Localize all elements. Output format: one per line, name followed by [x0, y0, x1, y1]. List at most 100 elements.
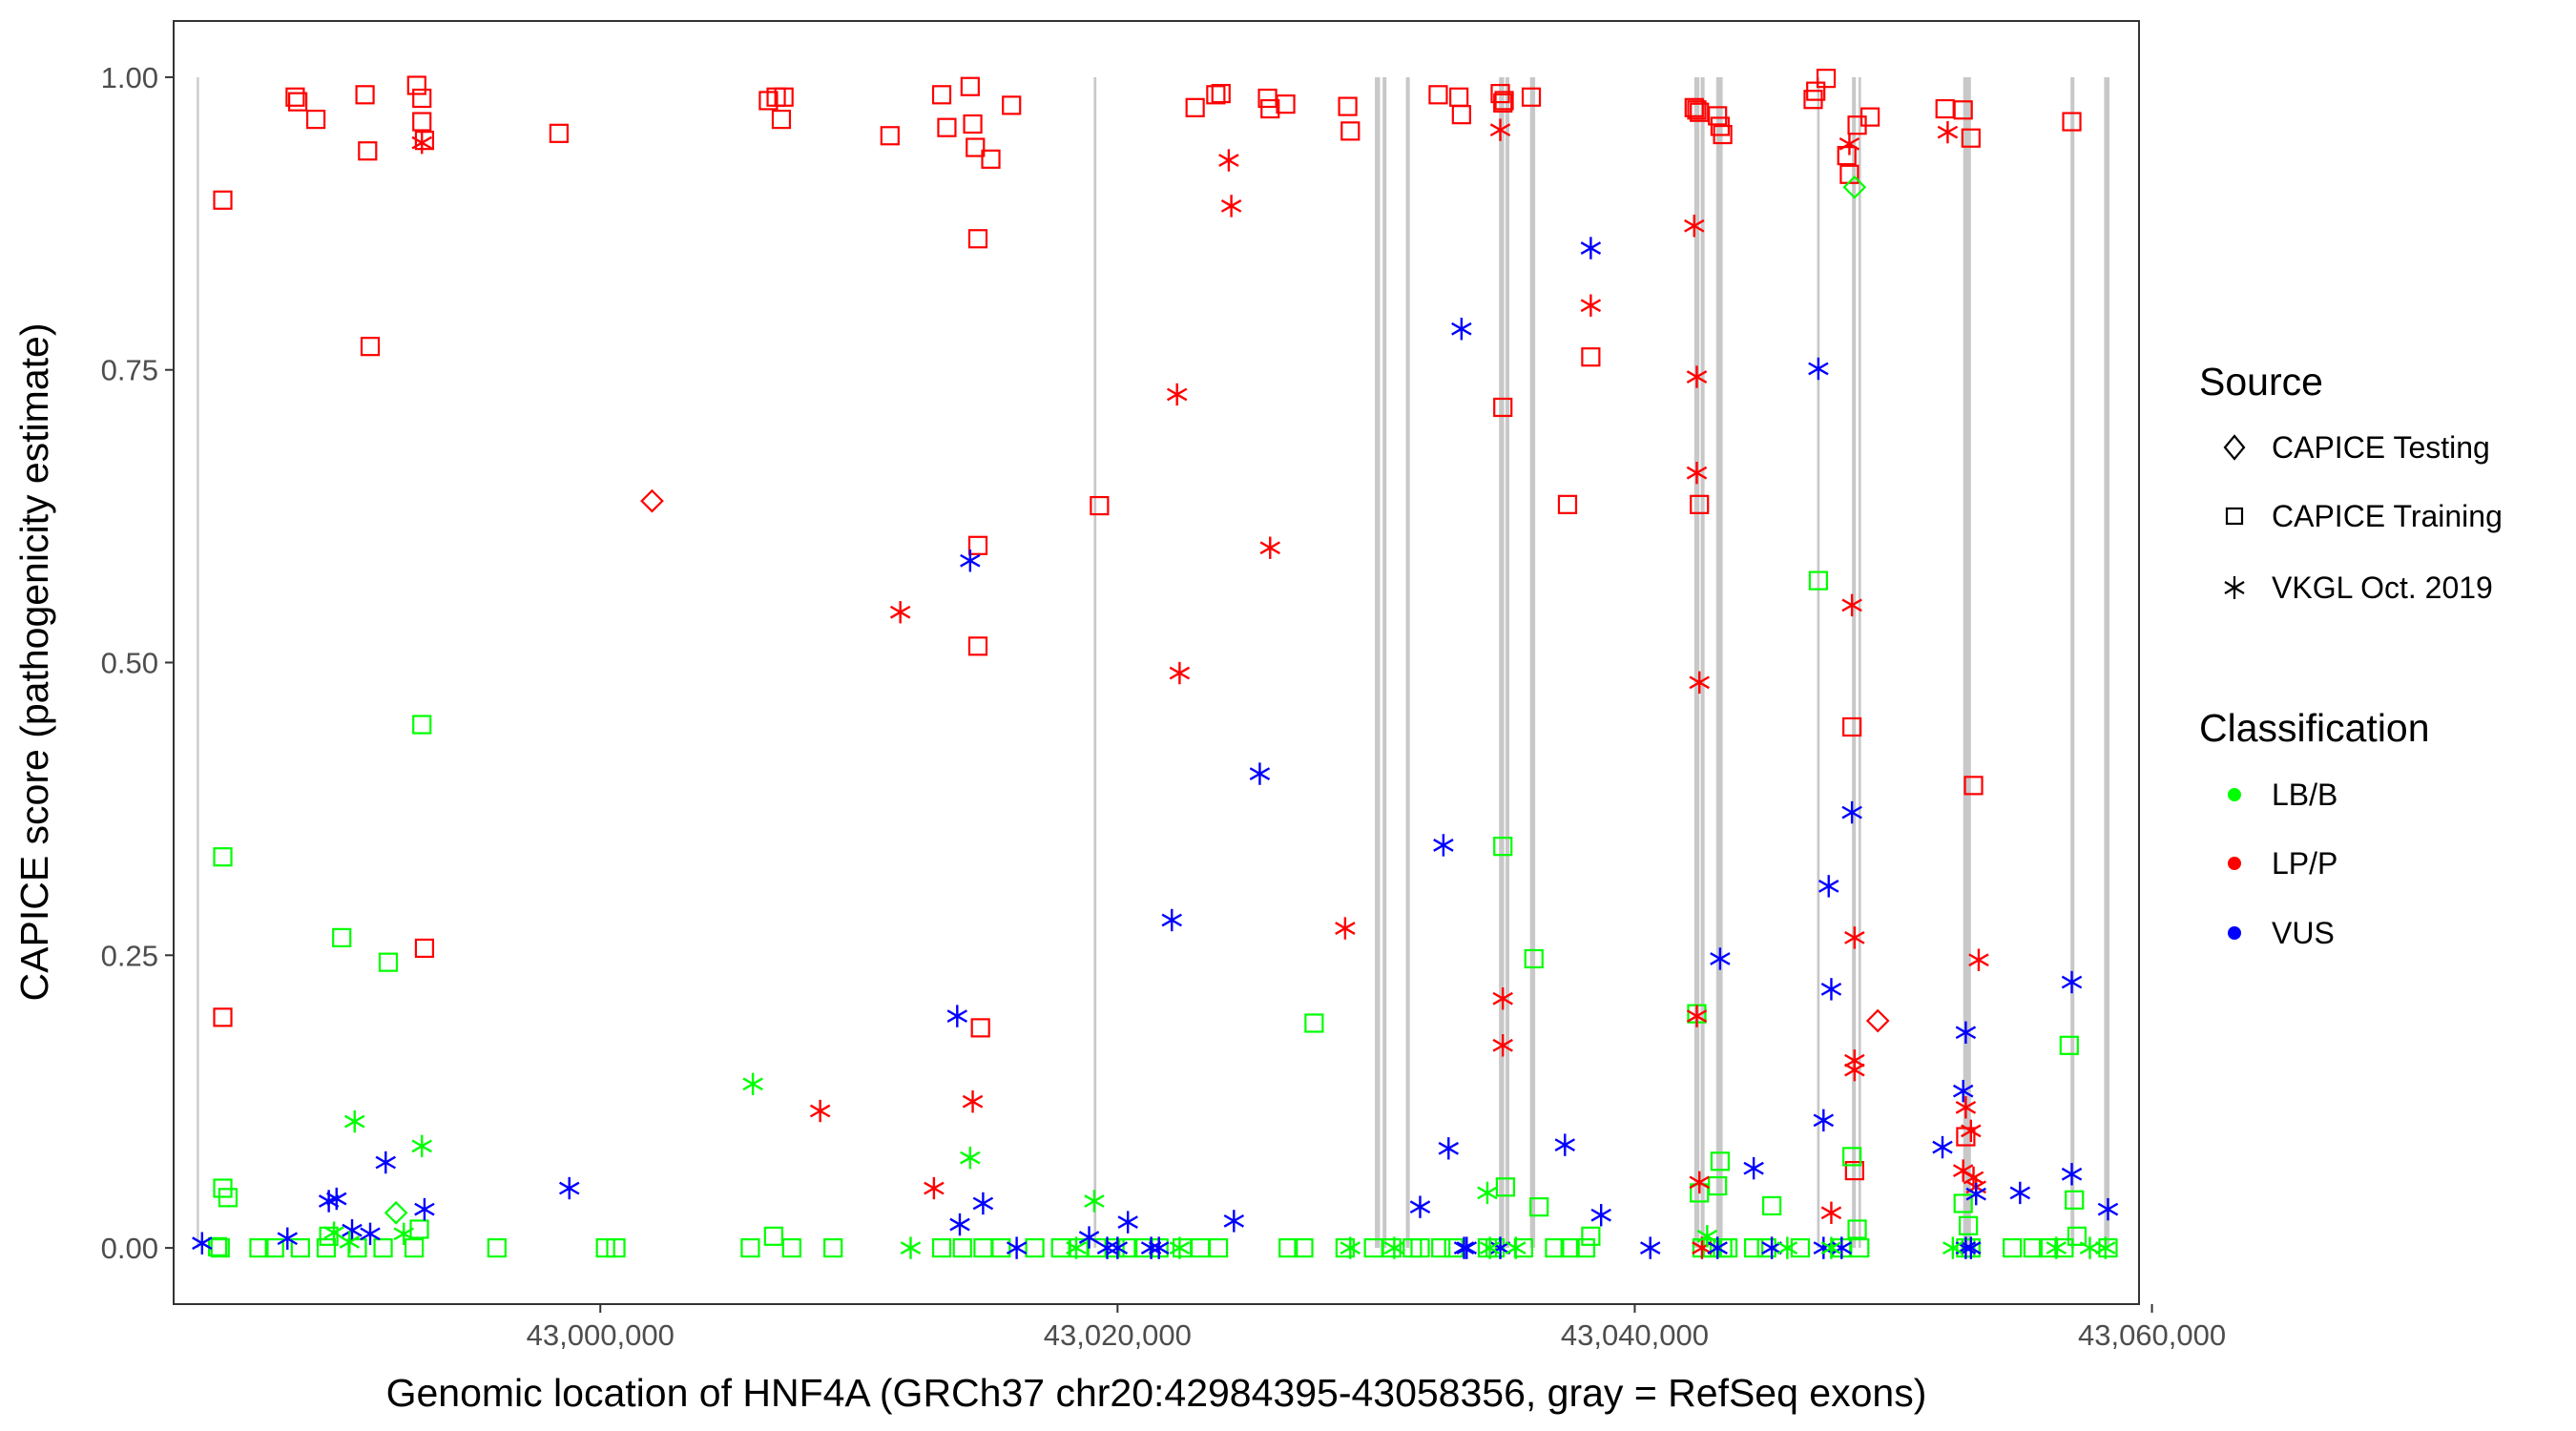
asterisk-point	[1831, 1236, 1853, 1259]
y-tick-label: 0.50	[101, 647, 158, 680]
square-point	[1338, 96, 1358, 116]
x-tick-label: 43,000,000	[527, 1318, 675, 1352]
asterisk-point	[1689, 671, 1710, 695]
square-point	[740, 1237, 760, 1258]
asterisk-point	[2095, 1236, 2116, 1259]
x-axis-title: Genomic location of HNF4A (GRCh37 chr20:…	[386, 1371, 1927, 1415]
square-point	[1381, 1237, 1402, 1258]
square-point	[332, 927, 352, 947]
y-tick-label: 0.00	[101, 1232, 158, 1265]
square-point	[1560, 1237, 1580, 1258]
asterisk-point	[1841, 800, 1862, 824]
square-point	[960, 76, 980, 96]
exon-band	[1817, 76, 1820, 1249]
square-point	[1790, 1237, 1811, 1258]
asterisk-point	[1084, 1190, 1105, 1213]
square-point	[1278, 1237, 1298, 1258]
asterisk-point	[1820, 1201, 1842, 1224]
asterisk-point	[2079, 1236, 2101, 1259]
dot-icon	[2228, 788, 2241, 801]
legend-label-lp-p: LP/P	[2272, 846, 2337, 881]
asterisk-point	[411, 131, 432, 155]
asterisk-point	[1968, 948, 1989, 971]
asterisk-point	[1761, 1236, 1782, 1259]
square-point	[290, 1237, 310, 1258]
square-point	[1428, 85, 1448, 105]
square-point	[549, 123, 569, 143]
square-point	[1206, 85, 1226, 105]
square-point	[1684, 97, 1704, 117]
exon-band	[197, 76, 199, 1249]
legend-item-vkgl: VKGL Oct. 2019	[2224, 570, 2493, 605]
square-point	[1493, 837, 1513, 857]
square-point	[1090, 495, 1110, 516]
asterisk-point	[1249, 762, 1271, 785]
diamond-icon	[2223, 434, 2246, 461]
legend-item-capice-testing: CAPICE Testing	[2223, 430, 2490, 465]
square-point	[771, 109, 792, 130]
asterisk-point	[1223, 1210, 1245, 1233]
y-tick-label: 0.75	[101, 354, 158, 387]
y-axis: 0.00 0.25 0.50 0.75 1.00	[101, 61, 174, 1265]
square-point	[1847, 1219, 1867, 1239]
square-point	[1557, 494, 1578, 514]
asterisk-point	[1813, 1236, 1835, 1259]
square-point	[937, 117, 957, 137]
asterisk-point	[962, 1089, 984, 1113]
square-point	[1002, 95, 1022, 115]
square-point	[1850, 1237, 1870, 1258]
square-point	[880, 126, 900, 146]
square-point	[1025, 1237, 1045, 1258]
square-point	[378, 952, 399, 972]
asterisk-point	[2097, 1197, 2119, 1221]
asterisk-point	[1117, 1211, 1138, 1234]
exon-band	[1693, 76, 1700, 1249]
square-point	[1961, 128, 1981, 148]
asterisk-point	[277, 1227, 298, 1250]
asterisk-point	[1961, 1236, 1982, 1259]
asterisk-point	[960, 550, 981, 572]
asterisk-point	[1383, 1236, 1405, 1259]
square-point	[2023, 1237, 2043, 1258]
exon-band	[1715, 76, 1723, 1249]
exon-band	[1963, 76, 1971, 1249]
square-point	[1808, 570, 1828, 591]
asterisk-point	[1776, 1236, 1798, 1259]
asterisk-point	[1479, 1236, 1501, 1259]
asterisk-point	[949, 1213, 970, 1236]
exon-band	[1382, 76, 1387, 1249]
square-point	[2065, 1190, 2085, 1210]
asterisk-point	[1506, 1236, 1527, 1259]
asterisk-point	[375, 1151, 396, 1174]
square-point	[1837, 146, 1857, 166]
asterisk-point	[1340, 1236, 1361, 1259]
square-point	[1744, 1237, 1764, 1258]
square-point	[1211, 83, 1231, 104]
square-point	[404, 1237, 425, 1258]
square-point	[406, 75, 426, 95]
exon-band	[1505, 76, 1509, 1249]
data-points	[192, 69, 2119, 1259]
asterisk-point	[1489, 118, 1511, 141]
asterisk-point	[1066, 1236, 1087, 1259]
square-point	[1816, 69, 1837, 89]
asterisk-point	[342, 1218, 363, 1242]
square-point	[1713, 124, 1733, 145]
asterisk-point	[946, 1005, 968, 1027]
asterisk-point	[924, 1176, 945, 1200]
square-point	[1495, 1177, 1516, 1197]
asterisk-point	[1590, 1204, 1611, 1227]
square-point	[781, 1237, 801, 1258]
square-point	[1431, 1237, 1451, 1258]
square-point	[1260, 98, 1280, 119]
asterisk-point	[1006, 1236, 1028, 1259]
square-point	[1335, 1237, 1355, 1258]
square-point	[1340, 121, 1361, 141]
square-point	[412, 112, 432, 132]
square-point	[991, 1237, 1011, 1258]
square-point	[412, 88, 432, 109]
square-point	[967, 229, 988, 249]
square-point	[2059, 1035, 2079, 1055]
square-point	[358, 141, 378, 161]
